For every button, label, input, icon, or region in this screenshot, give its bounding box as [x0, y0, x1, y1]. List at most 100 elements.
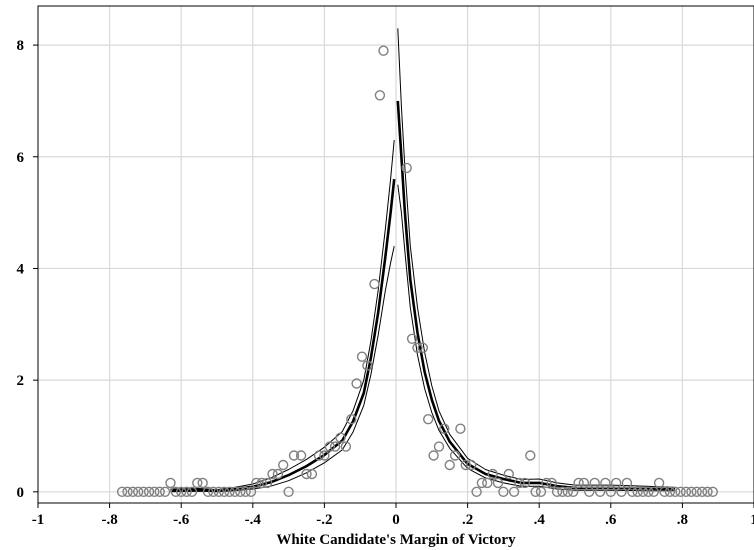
y-tick-label: 8 [17, 38, 25, 54]
data-point [670, 486, 681, 497]
data-point [306, 468, 318, 480]
data-point [611, 477, 622, 489]
data-point [664, 486, 676, 497]
data-point [122, 486, 133, 497]
x-axis-title: White Candidate's Margin of Victory [276, 532, 516, 548]
data-point [482, 477, 493, 489]
data-point [557, 486, 568, 497]
y-axis: 0 2 4 6 8 [17, 38, 38, 501]
data-point [245, 486, 257, 497]
data-point [519, 477, 531, 489]
data-point [138, 486, 149, 497]
data-point [324, 441, 335, 452]
data-point [541, 477, 552, 489]
data-point [707, 486, 718, 497]
data-point [202, 486, 214, 497]
data-point [702, 486, 713, 497]
data-point [143, 486, 155, 497]
data-point [546, 477, 557, 489]
data-point [235, 486, 246, 497]
data-point [428, 450, 439, 461]
x-tick-label: -.4 [245, 512, 262, 528]
x-tick-label: 0 [392, 512, 400, 528]
data-point [401, 162, 412, 174]
x-tick-label: -.8 [101, 512, 117, 528]
data-point [197, 477, 208, 489]
y-tick-label: 6 [17, 150, 25, 166]
data-point [423, 414, 434, 425]
data-point [476, 477, 488, 489]
data-point [369, 278, 380, 290]
x-tick-label: -1 [32, 512, 45, 528]
smoothing-line [170, 139, 395, 491]
data-point [621, 477, 633, 489]
data-point [498, 486, 509, 497]
data-point [186, 486, 198, 497]
data-point [659, 486, 670, 497]
smoothing-lines [170, 28, 676, 493]
data-point [460, 459, 471, 471]
data-point [616, 486, 627, 497]
data-point [648, 486, 659, 497]
data-point [288, 450, 300, 461]
grid-lines [38, 6, 754, 503]
data-point [378, 45, 389, 56]
data-point [643, 486, 654, 497]
data-point [632, 486, 643, 497]
smoothing-line [170, 245, 395, 493]
data-point [584, 486, 595, 497]
data-point [346, 414, 357, 425]
data-point [175, 486, 187, 497]
data-point [374, 90, 386, 101]
data-point [653, 477, 665, 489]
data-point [680, 486, 692, 497]
data-point [573, 477, 584, 489]
data-point [240, 486, 251, 497]
data-point [224, 486, 235, 497]
data-point [192, 477, 203, 489]
data-point [261, 477, 273, 489]
data-point [149, 486, 160, 497]
data-point [439, 423, 450, 434]
data-point [313, 450, 325, 461]
data-point [319, 450, 330, 461]
x-tick-label: .8 [677, 512, 688, 528]
data-point [600, 477, 611, 489]
data-point [229, 486, 241, 497]
data-point [251, 477, 262, 489]
data-point [589, 477, 600, 489]
data-point [562, 486, 573, 497]
data-point [471, 486, 482, 497]
data-point [503, 468, 514, 480]
data-point [362, 360, 373, 371]
data-point [637, 486, 649, 497]
data-point [301, 468, 312, 480]
data-point [686, 486, 697, 497]
data-point [406, 333, 418, 344]
data-point [208, 486, 219, 497]
data-point [283, 486, 294, 497]
data-point [578, 477, 590, 489]
data-point [340, 441, 352, 452]
data-point [272, 468, 284, 480]
x-tick-label: -.2 [316, 512, 332, 528]
x-tick-label: .2 [462, 512, 473, 528]
data-point [159, 486, 171, 497]
smoothing-line [397, 184, 676, 492]
data-point [535, 486, 547, 497]
data-point [356, 351, 368, 362]
data-point [170, 486, 182, 497]
data-point [568, 486, 579, 497]
data-point [627, 486, 638, 497]
data-point [455, 423, 466, 434]
data-point [213, 486, 225, 497]
data-point [487, 468, 498, 480]
x-tick-label: .4 [534, 512, 546, 528]
data-point [335, 432, 346, 443]
data-point [417, 342, 428, 353]
data-point [218, 486, 230, 497]
data-point [329, 441, 341, 452]
data-point [433, 441, 445, 452]
data-point [508, 486, 520, 497]
data-point [267, 468, 278, 480]
